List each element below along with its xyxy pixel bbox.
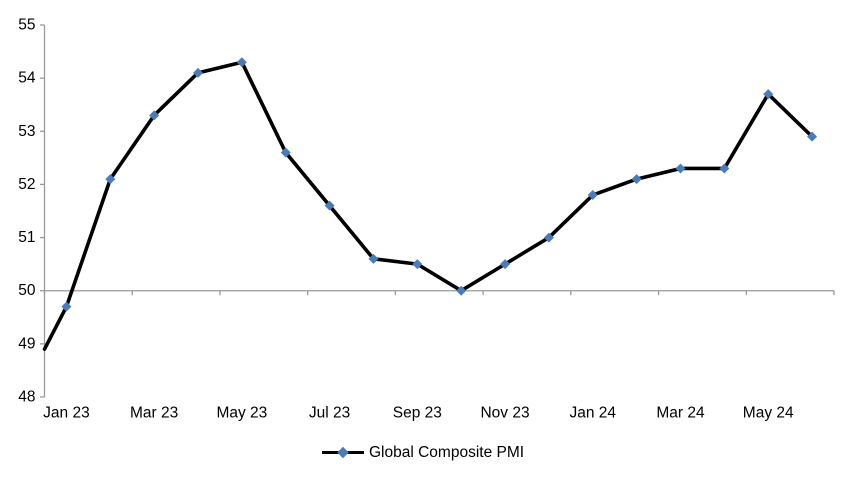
y-axis-label: 54 — [18, 70, 36, 87]
y-axis-label: 53 — [18, 123, 35, 140]
y-axis-label: 51 — [18, 229, 35, 246]
legend: Global Composite PMI — [322, 444, 524, 461]
data-point-marker — [719, 163, 730, 174]
pmi-series-line — [42, 60, 814, 351]
data-point-marker — [500, 259, 511, 270]
data-point-marker — [149, 110, 160, 121]
y-axis-label: 55 — [18, 17, 35, 34]
data-point-marker — [587, 190, 598, 201]
x-axis-label: Jan 23 — [43, 405, 90, 422]
y-axis-label: 50 — [18, 282, 36, 299]
legend-marker-diamond-icon — [337, 446, 349, 459]
data-point-marker — [324, 200, 335, 211]
x-axis-label: Jan 24 — [569, 405, 616, 422]
data-point-marker — [543, 232, 554, 243]
legend-label: Global Composite PMI — [369, 444, 524, 461]
data-point-marker — [61, 301, 72, 312]
x-axis-label: Mar 23 — [130, 405, 178, 422]
y-axis-label: 52 — [18, 176, 35, 193]
y-axis-label: 49 — [18, 335, 35, 352]
x-axis-label: Sep 23 — [393, 405, 442, 422]
data-point-marker — [193, 67, 204, 78]
data-point-marker — [807, 131, 818, 142]
x-axis-label: May 24 — [743, 405, 794, 422]
plot-area: 48 49 50 51 52 53 54 55 Jan 23 Mar 23 May 23 Jul 23… — [18, 17, 835, 422]
x-axis-label: Jul 23 — [309, 405, 350, 422]
data-point-marker — [456, 285, 467, 296]
data-point-marker — [763, 89, 774, 100]
x-axis-label: Nov 23 — [480, 405, 529, 422]
data-point-marker — [280, 147, 291, 158]
y-axis-label: 48 — [18, 389, 35, 406]
data-point-marker — [105, 174, 116, 185]
x-axis-label: May 23 — [216, 405, 267, 422]
data-point-marker — [631, 174, 642, 185]
data-point-marker — [236, 57, 247, 68]
data-point-marker — [412, 259, 423, 270]
data-point-marker — [368, 253, 379, 264]
x-axis-label: Mar 24 — [656, 405, 705, 422]
data-point-marker — [675, 163, 686, 174]
